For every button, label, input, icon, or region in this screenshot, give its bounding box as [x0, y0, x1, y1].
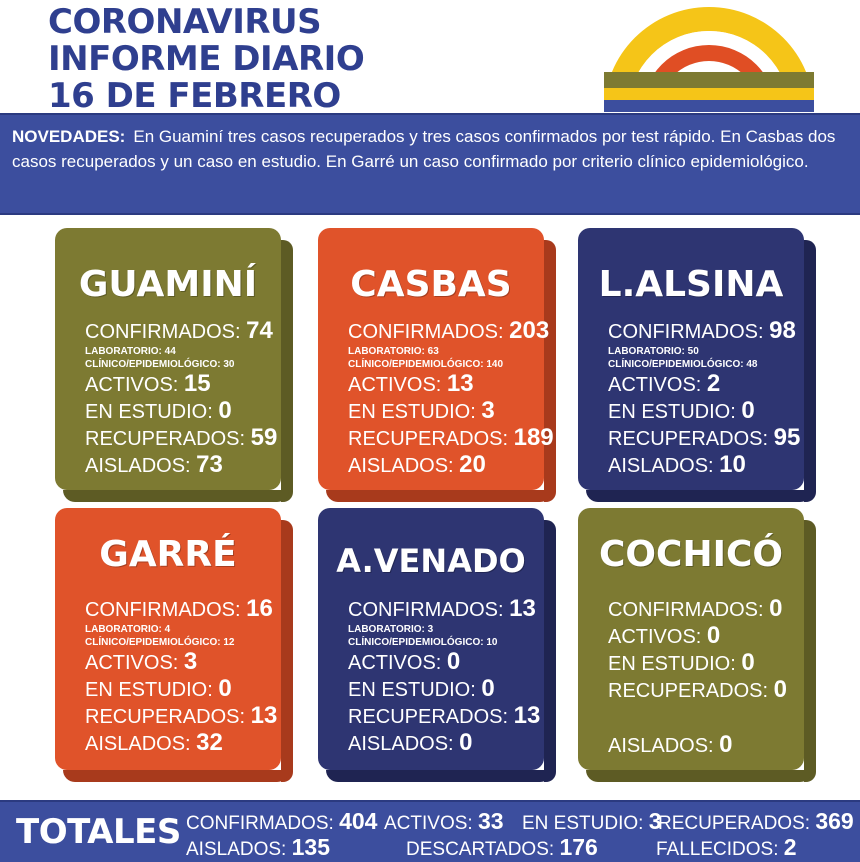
total-estudio: EN ESTUDIO: 3: [522, 808, 662, 834]
activos-row: ACTIVOS: 2: [608, 370, 721, 397]
confirmados-row: CONFIRMADOS: 98: [608, 317, 796, 344]
activos-row: ACTIVOS: 0: [608, 622, 721, 649]
report-title: CORONAVIRUS INFORME DIARIO 16 DE FEBRERO: [48, 2, 365, 116]
laboratorio-row: LABORATORIO: 4: [85, 624, 171, 635]
title-line-3: 16 DE FEBRERO: [48, 76, 341, 116]
laboratorio-row: LABORATORIO: 44: [85, 346, 176, 357]
news-label: NOVEDADES:: [12, 127, 126, 146]
confirmados-row: CONFIRMADOS: 0: [608, 595, 783, 622]
card-edge: [586, 490, 812, 502]
estudio-row: EN ESTUDIO: 0: [348, 675, 495, 702]
clinico-row: CLÍNICO/EPIDEMIOLÓGICO: 10: [348, 637, 498, 648]
card-edge: [63, 770, 289, 782]
card-face: L.ALSINA CONFIRMADOS: 98 LABORATORIO: 50…: [578, 228, 804, 490]
totals-band: TOTALES CONFIRMADOS: 404 ACTIVOS: 33 EN …: [0, 800, 860, 862]
confirmados-row: CONFIRMADOS: 16: [85, 595, 273, 622]
recuperados-row: RECUPERADOS: 13: [85, 702, 278, 729]
news-text: En Guaminí tres casos recuperados y tres…: [12, 127, 836, 171]
clinico-row: CLÍNICO/EPIDEMIOLÓGICO: 30: [85, 359, 235, 370]
confirmados-row: CONFIRMADOS: 74: [85, 317, 273, 344]
rainbow-logo-icon: [604, 7, 814, 112]
card-face: GARRÉ CONFIRMADOS: 16 LABORATORIO: 4 CLÍ…: [55, 508, 281, 770]
estudio-row: EN ESTUDIO: 3: [348, 397, 495, 424]
aislados-row: AISLADOS: 10: [608, 451, 746, 478]
card-edge: [63, 490, 289, 502]
news-banner: NOVEDADES: En Guaminí tres casos recupera…: [0, 113, 860, 215]
recuperados-row: RECUPERADOS: 0: [608, 676, 787, 703]
clinico-row: CLÍNICO/EPIDEMIOLÓGICO: 140: [348, 359, 504, 370]
spacer: [608, 704, 794, 732]
card-face: GUAMINÍ CONFIRMADOS: 74 LABORATORIO: 44 …: [55, 228, 281, 490]
estudio-row: EN ESTUDIO: 0: [608, 397, 755, 424]
recuperados-row: RECUPERADOS: 95: [608, 424, 801, 451]
card-edge: [804, 240, 816, 502]
confirmados-row: CONFIRMADOS: 203: [348, 317, 550, 344]
totals-label: TOTALES: [16, 812, 181, 852]
confirmados-row: CONFIRMADOS: 13: [348, 595, 536, 622]
card-edge: [544, 520, 556, 782]
total-fallecidos: FALLECIDOS: 2: [656, 834, 797, 860]
city-name: GUAMINÍ: [78, 264, 258, 305]
activos-row: ACTIVOS: 3: [85, 648, 198, 675]
card-edge: [804, 520, 816, 782]
city-name: GARRÉ: [99, 534, 237, 575]
card-edge: [586, 770, 812, 782]
total-confirmados: CONFIRMADOS: 404: [186, 808, 378, 834]
total-aislados: AISLADOS: 135: [186, 834, 330, 860]
city-name: COCHICÓ: [599, 534, 783, 575]
title-line-2: INFORME DIARIO: [48, 39, 365, 79]
card-edge: [326, 490, 552, 502]
estudio-row: EN ESTUDIO: 0: [608, 649, 755, 676]
laboratorio-row: LABORATORIO: 50: [608, 346, 699, 357]
recuperados-row: RECUPERADOS: 59: [85, 424, 278, 451]
recuperados-row: RECUPERADOS: 189: [348, 424, 554, 451]
aislados-row: AISLADOS: 0: [348, 729, 473, 756]
estudio-row: EN ESTUDIO: 0: [85, 397, 232, 424]
city-name: A.VENADO: [336, 542, 526, 580]
card-edge: [544, 240, 556, 502]
total-activos: ACTIVOS: 33: [384, 808, 504, 834]
recuperados-row: RECUPERADOS: 13: [348, 702, 541, 729]
estudio-row: EN ESTUDIO: 0: [85, 675, 232, 702]
city-name: CASBAS: [350, 264, 512, 305]
activos-row: ACTIVOS: 13: [348, 370, 474, 397]
aislados-row: AISLADOS: 32: [85, 729, 223, 756]
laboratorio-row: LABORATORIO: 3: [348, 624, 434, 635]
title-line-1: CORONAVIRUS: [48, 2, 322, 42]
clinico-row: CLÍNICO/EPIDEMIOLÓGICO: 48: [608, 359, 758, 370]
city-name: L.ALSINA: [598, 264, 784, 305]
activos-row: ACTIVOS: 0: [348, 648, 461, 675]
card-edge: [281, 240, 293, 502]
laboratorio-row: LABORATORIO: 63: [348, 346, 439, 357]
aislados-row: AISLADOS: 73: [85, 451, 223, 478]
card-face: CASBAS CONFIRMADOS: 203 LABORATORIO: 63 …: [318, 228, 554, 490]
card-edge: [326, 770, 552, 782]
aislados-row: AISLADOS: 0: [608, 731, 733, 758]
total-recuperados: RECUPERADOS: 369: [658, 808, 854, 834]
clinico-row: CLÍNICO/EPIDEMIOLÓGICO: 12: [85, 637, 235, 648]
aislados-row: AISLADOS: 20: [348, 451, 486, 478]
card-edge: [281, 520, 293, 782]
total-descartados: DESCARTADOS: 176: [406, 834, 598, 860]
card-face: COCHICÓ CONFIRMADOS: 0 ACTIVOS: 0 EN EST…: [578, 508, 804, 770]
card-face: A.VENADO CONFIRMADOS: 13 LABORATORIO: 3 …: [318, 508, 544, 770]
activos-row: ACTIVOS: 15: [85, 370, 211, 397]
